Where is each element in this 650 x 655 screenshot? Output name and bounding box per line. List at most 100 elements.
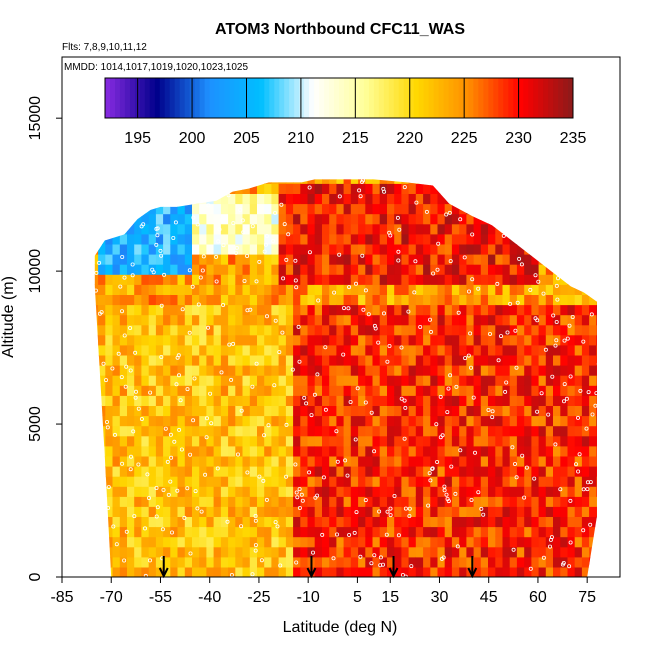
field-cell bbox=[574, 223, 583, 235]
field-cell bbox=[423, 254, 431, 265]
sample-point bbox=[206, 203, 211, 208]
field-cell bbox=[271, 375, 280, 386]
sample-point bbox=[294, 490, 299, 495]
field-cell bbox=[94, 334, 99, 346]
field-cell bbox=[264, 183, 272, 194]
field-cell bbox=[134, 375, 142, 386]
field-cell bbox=[466, 183, 475, 194]
field-cell bbox=[84, 173, 92, 184]
sample-point bbox=[128, 467, 133, 472]
field-cell bbox=[358, 324, 366, 336]
field-cell bbox=[271, 466, 280, 477]
field-cell bbox=[545, 375, 554, 386]
field-cell bbox=[264, 324, 272, 336]
field-cell bbox=[611, 476, 619, 487]
field-cell bbox=[62, 436, 70, 447]
field-cell bbox=[69, 224, 77, 235]
field-cell bbox=[480, 546, 489, 558]
field-cell bbox=[285, 486, 294, 497]
field-cell bbox=[451, 233, 460, 245]
field-cell bbox=[170, 506, 179, 517]
colorbar-band bbox=[259, 78, 265, 118]
field-cell bbox=[480, 274, 489, 285]
field-cell bbox=[184, 365, 193, 376]
field-cell bbox=[415, 334, 424, 346]
x-tick-label: -55 bbox=[149, 589, 172, 606]
sample-point bbox=[435, 267, 440, 272]
field-cell bbox=[322, 213, 330, 225]
field-cell bbox=[408, 496, 417, 507]
colorbar-band bbox=[234, 78, 240, 118]
field-cell bbox=[141, 445, 150, 457]
field-cell bbox=[264, 405, 272, 417]
field-cell bbox=[343, 566, 352, 577]
field-cell bbox=[618, 204, 626, 215]
field-cell bbox=[365, 243, 374, 255]
field-cell bbox=[574, 213, 583, 225]
sample-point bbox=[297, 505, 302, 510]
field-cell bbox=[199, 334, 207, 346]
sample-point bbox=[541, 555, 546, 560]
sample-point bbox=[128, 454, 133, 459]
sample-point bbox=[567, 564, 572, 569]
sample-point bbox=[581, 528, 586, 533]
field-cell bbox=[567, 486, 576, 497]
sample-point bbox=[331, 556, 336, 561]
field-cell bbox=[119, 395, 128, 406]
field-cell bbox=[76, 537, 84, 548]
sample-point bbox=[449, 464, 454, 469]
field-cell bbox=[62, 305, 70, 316]
sample-point bbox=[535, 409, 540, 414]
field-cell bbox=[271, 284, 280, 295]
field-cell bbox=[365, 264, 374, 275]
field-cell bbox=[415, 344, 424, 356]
field-cell bbox=[293, 385, 301, 396]
field-cell bbox=[567, 435, 576, 447]
colorbar-band bbox=[110, 78, 116, 118]
field-cell bbox=[242, 233, 251, 245]
field-cell bbox=[112, 243, 121, 255]
field-cell bbox=[141, 516, 150, 528]
sample-point bbox=[106, 485, 111, 490]
field-cell bbox=[119, 233, 128, 245]
sample-point bbox=[122, 275, 127, 280]
field-cell bbox=[509, 223, 518, 235]
field-cell bbox=[365, 294, 374, 306]
field-cell bbox=[553, 354, 561, 366]
sample-point bbox=[133, 389, 138, 394]
sample-point bbox=[503, 389, 508, 394]
field-cell bbox=[148, 274, 157, 285]
sample-point bbox=[431, 271, 436, 276]
field-cell bbox=[423, 556, 431, 568]
field-cell bbox=[531, 254, 540, 265]
field-cell bbox=[495, 179, 504, 184]
field-cell bbox=[170, 193, 179, 205]
field-cell bbox=[415, 395, 424, 406]
field-cell bbox=[228, 354, 236, 366]
field-cell bbox=[220, 264, 229, 275]
field-cell bbox=[531, 486, 540, 497]
field-cell bbox=[538, 375, 547, 386]
sample-point bbox=[426, 503, 431, 508]
sample-point bbox=[155, 505, 160, 510]
colorbar-band bbox=[214, 78, 220, 118]
field-cell bbox=[300, 405, 309, 417]
sample-point bbox=[395, 215, 400, 220]
field-cell bbox=[177, 435, 186, 447]
field-cell bbox=[343, 213, 352, 225]
field-cell bbox=[134, 344, 142, 356]
field-cell bbox=[271, 526, 280, 538]
colorbar-tick-label: 230 bbox=[505, 130, 532, 147]
field-cell bbox=[278, 254, 287, 265]
field-cell bbox=[437, 415, 446, 427]
field-cell bbox=[574, 516, 583, 528]
field-cell bbox=[618, 446, 626, 457]
field-cell bbox=[423, 435, 431, 447]
sample-point bbox=[136, 462, 141, 467]
field-cell bbox=[401, 526, 410, 538]
field-cell bbox=[560, 496, 569, 507]
field-cell bbox=[430, 193, 439, 205]
sample-point bbox=[209, 421, 214, 426]
field-cell bbox=[94, 496, 99, 507]
colorbar-band bbox=[488, 78, 494, 118]
